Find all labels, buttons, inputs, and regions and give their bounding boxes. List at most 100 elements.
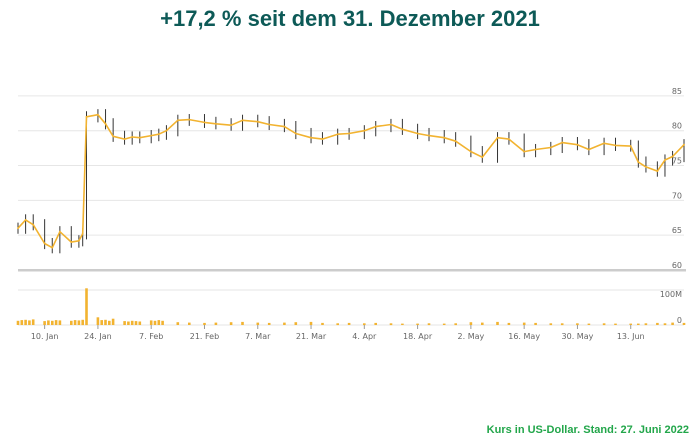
chart-headline: +17,2 % seit dem 31. Dezember 2021 [160,6,540,31]
price-point [230,124,233,127]
volume-bar [469,322,473,325]
volume-bar [614,323,617,325]
volume-bars [16,288,686,326]
x-tick-label: 10. Jan [31,332,59,341]
volume-bar [20,320,24,325]
price-point [77,239,80,242]
price-point [390,123,392,126]
x-tick-label: 2. May [458,332,485,341]
price-point [241,119,244,122]
volume-bar [104,319,107,326]
volume-bar [496,321,499,325]
volume-bar [130,320,134,325]
price-point [51,246,54,249]
volume-bar [31,319,35,325]
price-point [561,141,564,144]
price-point [416,132,419,135]
price-line-group [17,113,685,249]
price-line [17,113,685,249]
x-tick-label: 7. Mar [245,332,271,341]
volume-bar [656,322,659,325]
volume-bar [70,320,73,325]
volume-bar [347,322,351,325]
volume-bar [663,323,667,326]
price-point [671,155,674,158]
x-tick-label: 21. Feb [190,332,219,341]
price-point [123,138,126,140]
price-point [534,148,537,151]
volume-bar [374,322,377,325]
volume-bar [47,320,50,325]
price-point [268,123,271,126]
volume-bar [549,323,553,326]
volume-bar [534,322,537,325]
x-tick-label: 4. Apr [352,332,377,341]
volume-bar [96,317,100,325]
volume-bar [188,322,191,325]
panel-separator [18,269,686,272]
volume-bar [294,322,298,325]
price-point [131,136,134,138]
volume-bar [16,320,20,325]
price-point [32,223,35,226]
price-point [469,150,472,153]
volume-bar [629,323,632,325]
price-point [645,166,647,168]
volume-bar [454,323,457,326]
volume-bar [401,323,404,325]
volume-y-axis: 0 100M [660,290,682,325]
volume-bar [637,323,640,325]
volume-bar [54,320,58,325]
price-y-tick-label: 65 [672,226,682,235]
volume-bar [321,322,324,325]
volume-bar [111,318,115,325]
volume-bar [100,320,103,325]
price-y-axis: 60 65 70 75 80 85 [672,87,682,270]
volume-bar [138,321,142,325]
price-point [294,132,297,135]
price-point [157,133,160,136]
volume-bar [73,320,77,325]
x-tick-label: 16. May [508,332,540,341]
price-point [321,138,324,140]
price-point [401,128,404,131]
volume-bar [336,323,339,326]
volume-y-tick-label: 0 [677,316,682,325]
price-point [283,125,286,128]
volume-bar [108,320,111,325]
x-axis: 10. Jan 24. Jan 7. Feb 21. Feb 7. Mar 21. Mar… [31,325,645,341]
volume-bar [203,322,206,325]
volume-bar [389,323,393,326]
volume-bar [602,323,606,326]
price-point [43,242,46,245]
price-point [496,136,499,139]
price-point [603,142,605,145]
volume-bar [522,322,526,325]
volume-bar [507,322,511,325]
x-tick-label: 21. Mar [296,332,327,341]
price-point [310,136,312,139]
price-point [576,143,579,146]
price-point [176,119,179,122]
price-point [203,121,206,124]
price-y-tick-label: 80 [672,122,682,131]
price-y-tick-label: 60 [672,261,682,270]
volume-bar [241,321,244,325]
volume-bar [161,320,164,325]
volume-bar [256,322,260,325]
x-tick-label: 7. Feb [139,332,163,341]
x-tick-label: 13. Jun [617,332,645,341]
price-point [85,115,88,118]
volume-bar [363,323,366,326]
price-point [374,125,377,128]
price-grid [18,95,684,271]
price-point [587,148,590,151]
price-point [188,118,191,121]
volume-bar [85,288,88,326]
panel-separator-bar [18,269,686,272]
volume-bar [134,321,138,325]
volume-bar [416,323,419,325]
volume-bar [149,320,153,325]
price-point [81,232,84,235]
